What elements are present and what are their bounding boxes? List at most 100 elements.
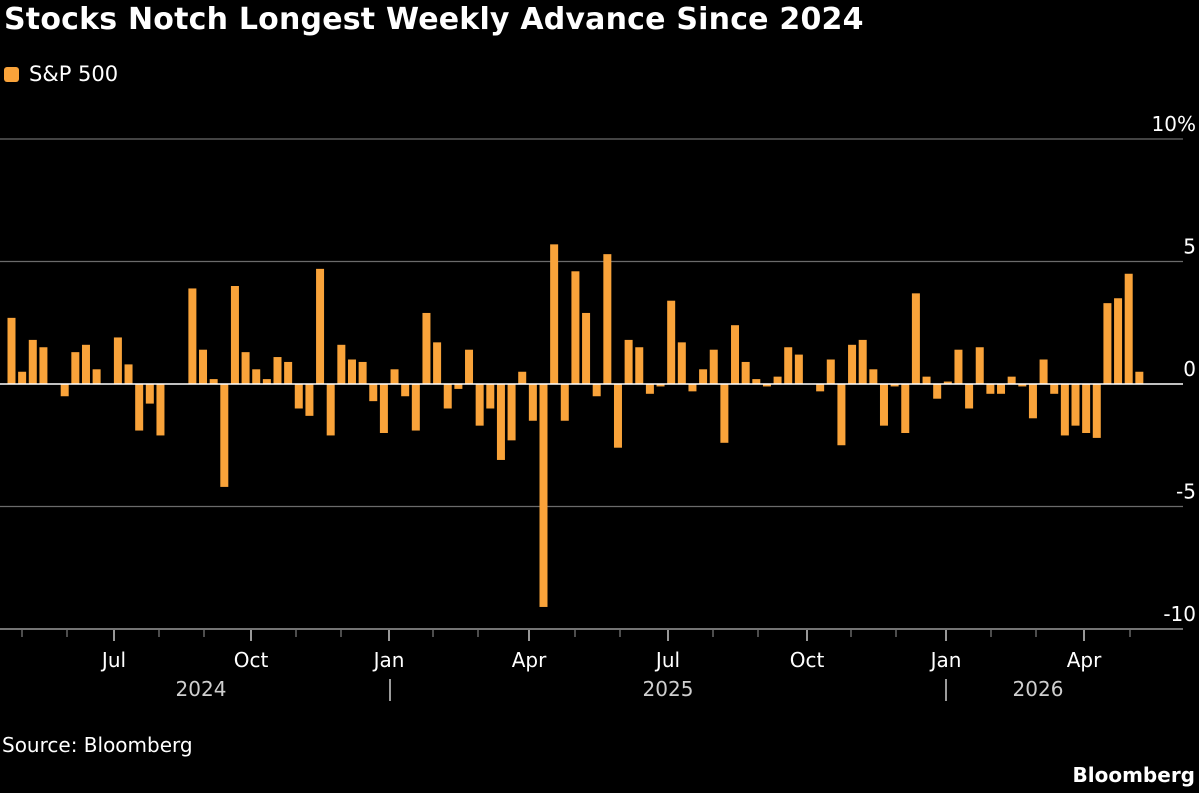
y-tick-label: 0	[1183, 357, 1196, 381]
y-tick-label: 5	[1183, 235, 1196, 259]
x-tick-label: Apr	[512, 648, 547, 672]
x-axis	[0, 383, 1183, 701]
year-label: 2026	[1013, 677, 1064, 701]
bar	[688, 384, 697, 392]
bar	[1060, 384, 1069, 436]
bar	[592, 384, 601, 397]
bar	[816, 384, 825, 392]
bar	[613, 384, 622, 448]
x-tick-label: Jul	[100, 648, 126, 672]
bar	[1028, 384, 1037, 419]
bar	[911, 293, 920, 384]
bar	[890, 384, 899, 387]
x-tick-label: Jul	[654, 648, 680, 672]
bar	[81, 344, 90, 384]
bar	[326, 384, 335, 436]
bar	[720, 384, 729, 443]
bar	[986, 384, 995, 394]
bar	[443, 384, 452, 409]
x-tick-label: Oct	[234, 648, 269, 672]
bar	[145, 384, 154, 404]
bar	[28, 339, 37, 384]
source-note: Source: Bloomberg	[2, 733, 193, 757]
x-tick-label: Jan	[372, 648, 405, 672]
bar	[741, 361, 750, 384]
y-tick-label: -10	[1163, 602, 1196, 626]
bar	[965, 384, 974, 409]
bar	[199, 349, 208, 384]
bar	[433, 342, 442, 384]
bar	[284, 361, 293, 384]
bar	[922, 376, 931, 384]
axis-labels: 10% 5 0 -5 -10 Jul Oct Jan Apr Jul Oct Jan Apr 2024 20…	[100, 112, 1196, 701]
legend-swatch	[4, 66, 19, 82]
y-tick-label: 10%	[1152, 112, 1196, 136]
bars	[7, 244, 1144, 607]
bar	[369, 384, 378, 402]
x-tick-label: Oct	[790, 648, 825, 672]
bar	[699, 369, 708, 384]
y-tick-label: -5	[1176, 480, 1196, 504]
bar	[560, 384, 569, 421]
bar	[465, 349, 474, 384]
bar	[571, 271, 580, 384]
bar	[337, 344, 346, 384]
bar	[496, 384, 505, 460]
legend-label: S&P 500	[29, 62, 119, 86]
bar	[135, 384, 144, 431]
bar	[252, 369, 261, 384]
legend: S&P 500	[4, 62, 118, 86]
bar	[624, 339, 633, 384]
bar	[550, 244, 559, 384]
bar	[837, 384, 846, 446]
bar	[1114, 298, 1123, 384]
bar	[379, 384, 388, 433]
bar	[475, 384, 484, 426]
bar	[901, 384, 910, 433]
bar	[731, 325, 740, 384]
bar	[124, 364, 133, 384]
bar	[486, 384, 495, 409]
bar	[316, 268, 325, 384]
bar	[645, 384, 654, 394]
bar	[784, 347, 793, 384]
bar	[294, 384, 303, 409]
bar	[18, 371, 27, 384]
bar	[528, 384, 537, 421]
bar	[230, 286, 239, 384]
bar	[188, 288, 197, 384]
bar	[347, 359, 356, 384]
bar	[156, 384, 165, 436]
chart-title: Stocks Notch Longest Weekly Advance Sinc…	[4, 2, 864, 37]
bar	[943, 381, 952, 384]
bar	[71, 352, 80, 384]
bar	[1071, 384, 1080, 426]
bar	[113, 337, 122, 384]
bar	[879, 384, 888, 426]
bar	[1092, 384, 1101, 438]
bar	[848, 344, 857, 384]
bar	[954, 349, 963, 384]
bar	[656, 384, 665, 387]
bar	[582, 312, 591, 384]
bar	[1018, 384, 1027, 387]
bar	[1082, 384, 1091, 433]
bar	[933, 384, 942, 399]
bar	[709, 349, 718, 384]
bar	[1007, 376, 1016, 384]
bar	[390, 369, 399, 384]
bar	[401, 384, 410, 397]
bar	[1050, 384, 1059, 394]
year-label: 2025	[643, 677, 694, 701]
bar	[603, 254, 612, 384]
bar	[7, 317, 16, 384]
bar	[773, 376, 782, 384]
bar	[305, 384, 314, 416]
x-tick-label: Jan	[929, 648, 962, 672]
bar	[507, 384, 516, 441]
bar	[1039, 359, 1048, 384]
bar	[454, 384, 463, 389]
bar	[677, 342, 686, 384]
bar	[1124, 273, 1133, 384]
